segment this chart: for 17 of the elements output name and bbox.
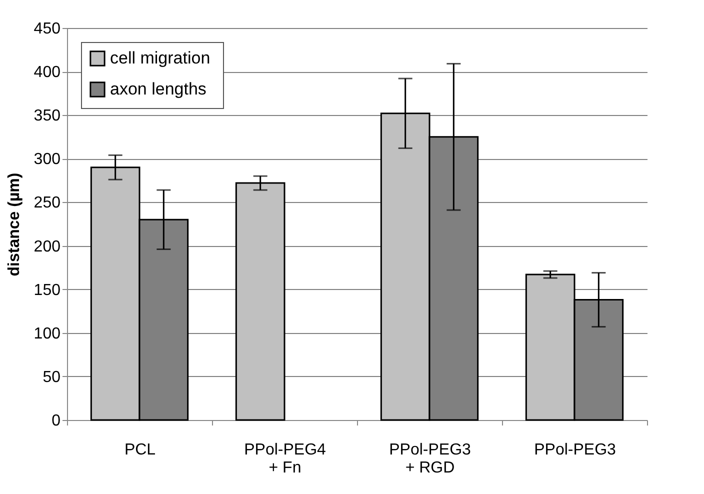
y-tick-label: 100 xyxy=(34,325,61,342)
legend-label: axon lengths xyxy=(110,80,206,98)
x-tick-label: PCL xyxy=(124,442,156,458)
legend-label: cell migration xyxy=(110,48,210,68)
y-tick-label: 250 xyxy=(34,194,61,212)
y-tick-label: 200 xyxy=(34,238,61,256)
y-tick-label: 350 xyxy=(34,108,61,125)
y-tick-label: 50 xyxy=(42,368,61,386)
y-tick-label: 450 xyxy=(34,20,61,38)
x-tick-label: PPol-PEG3 + RGD xyxy=(389,442,472,476)
y-tick-label: 150 xyxy=(34,282,61,299)
y-tick-label: 300 xyxy=(34,151,61,168)
y-tick-label: 400 xyxy=(34,64,61,82)
y-tick-label: 0 xyxy=(52,412,61,430)
y-axis-title: distance (µm) xyxy=(6,172,23,276)
x-tick-label: PPol-PEG3 xyxy=(534,442,616,458)
x-tick-label: PPol-PEG4 + Fn xyxy=(244,442,326,476)
